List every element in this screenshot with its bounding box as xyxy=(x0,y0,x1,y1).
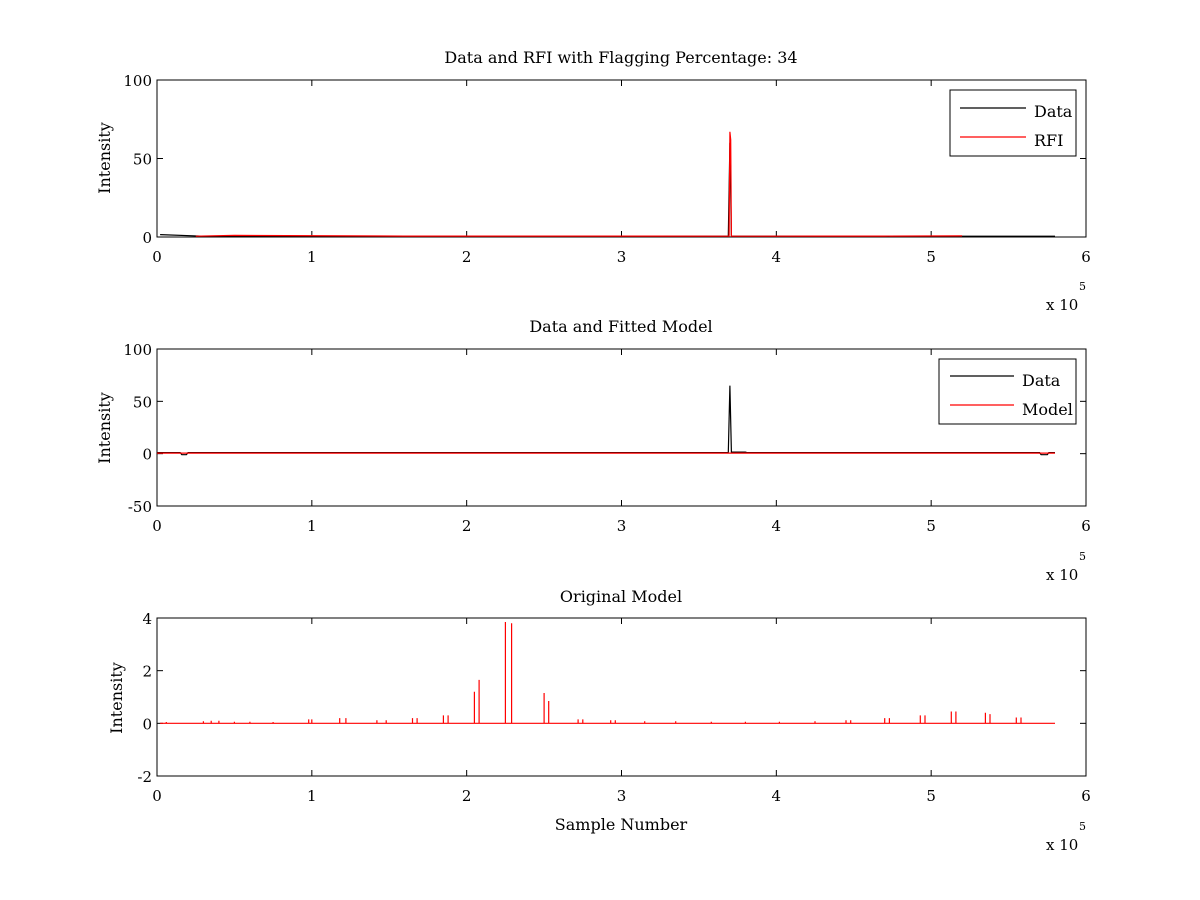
subplot-3-xlabel: Sample Number xyxy=(555,815,688,834)
subplot-2-legend: Data Model xyxy=(938,358,1077,425)
y-tick-label: 4 xyxy=(142,610,152,628)
x-tick-label: 5 xyxy=(926,517,936,535)
x-tick-label: 4 xyxy=(772,248,782,266)
x-tick-label: 5 xyxy=(926,787,936,805)
subplot-3: Original Model Intensity Sample Number 0… xyxy=(107,587,1091,854)
legend-label-rfi: RFI xyxy=(1034,131,1063,150)
x-tick-label: 1 xyxy=(307,787,317,805)
x-tick-label: 0 xyxy=(152,787,162,805)
subplot-1-title: Data and RFI with Flagging Percentage: 3… xyxy=(444,48,797,67)
x-tick-label: 1 xyxy=(307,517,317,535)
x-tick-label: 4 xyxy=(772,517,782,535)
y-tick-label: 0 xyxy=(142,229,152,247)
x-tick-label: 3 xyxy=(617,787,627,805)
y-tick-label: 0 xyxy=(142,446,152,464)
x-tick-label: 6 xyxy=(1081,787,1091,805)
x-tick-label: 3 xyxy=(617,248,627,266)
model-series-line xyxy=(160,622,1055,724)
legend-label-data: Data xyxy=(1022,371,1061,390)
x-tick-label: 6 xyxy=(1081,517,1091,535)
x-tick-label: 2 xyxy=(462,787,472,805)
subplot-3-x-multiplier: x 10 xyxy=(1046,836,1078,854)
subplot-3-x-multiplier-exponent: 5 xyxy=(1079,820,1086,833)
axes-box xyxy=(156,79,1087,238)
subplot-3-ylabel: Intensity xyxy=(107,662,126,734)
x-tick-label: 1 xyxy=(307,248,317,266)
y-tick-label: 0 xyxy=(142,715,152,733)
axes-box xyxy=(156,348,1087,507)
x-tick-label: 4 xyxy=(772,787,782,805)
x-tick-label: 6 xyxy=(1081,248,1091,266)
subplot-2: Data and Fitted Model Intensity 0 1 2 3 4 5 6 -… xyxy=(95,317,1091,584)
x-tick-label: 3 xyxy=(617,517,627,535)
x-tick-label: 5 xyxy=(926,248,936,266)
subplot-2-x-multiplier-exponent: 5 xyxy=(1079,550,1086,563)
subplot-1-x-multiplier: x 10 xyxy=(1046,296,1078,314)
subplot-2-title: Data and Fitted Model xyxy=(529,317,712,336)
x-tick-label: 2 xyxy=(462,517,472,535)
subplot-3-title: Original Model xyxy=(560,587,682,606)
y-tick-label: 100 xyxy=(123,72,152,90)
legend-label-data: Data xyxy=(1034,102,1073,121)
y-tick-label: 50 xyxy=(133,151,152,169)
data-series-line xyxy=(157,385,1055,456)
y-tick-label: 100 xyxy=(123,341,152,359)
subplot-2-ylabel: Intensity xyxy=(95,392,114,464)
subplot-1-x-multiplier-exponent: 5 xyxy=(1079,280,1086,293)
subplot-1-ylabel: Intensity xyxy=(95,122,114,194)
subplot-2-x-multiplier: x 10 xyxy=(1046,566,1078,584)
axes-box xyxy=(156,617,1087,777)
y-tick-label: 50 xyxy=(133,393,152,411)
legend-label-model: Model xyxy=(1022,400,1073,419)
subplot-1-legend: Data RFI xyxy=(949,89,1077,157)
x-tick-label: 0 xyxy=(152,517,162,535)
subplot-1: Data and RFI with Flagging Percentage: 3… xyxy=(95,48,1091,314)
x-tick-label: 2 xyxy=(462,248,472,266)
subplot-1-plot-area: 0 1 2 3 4 5 6 0 50 100 xyxy=(123,72,1090,266)
rfi-series-line xyxy=(195,131,963,237)
y-tick-label: -2 xyxy=(137,768,152,786)
y-tick-label: 2 xyxy=(142,663,152,681)
y-tick-label: -50 xyxy=(128,498,152,516)
x-tick-label: 0 xyxy=(152,248,162,266)
